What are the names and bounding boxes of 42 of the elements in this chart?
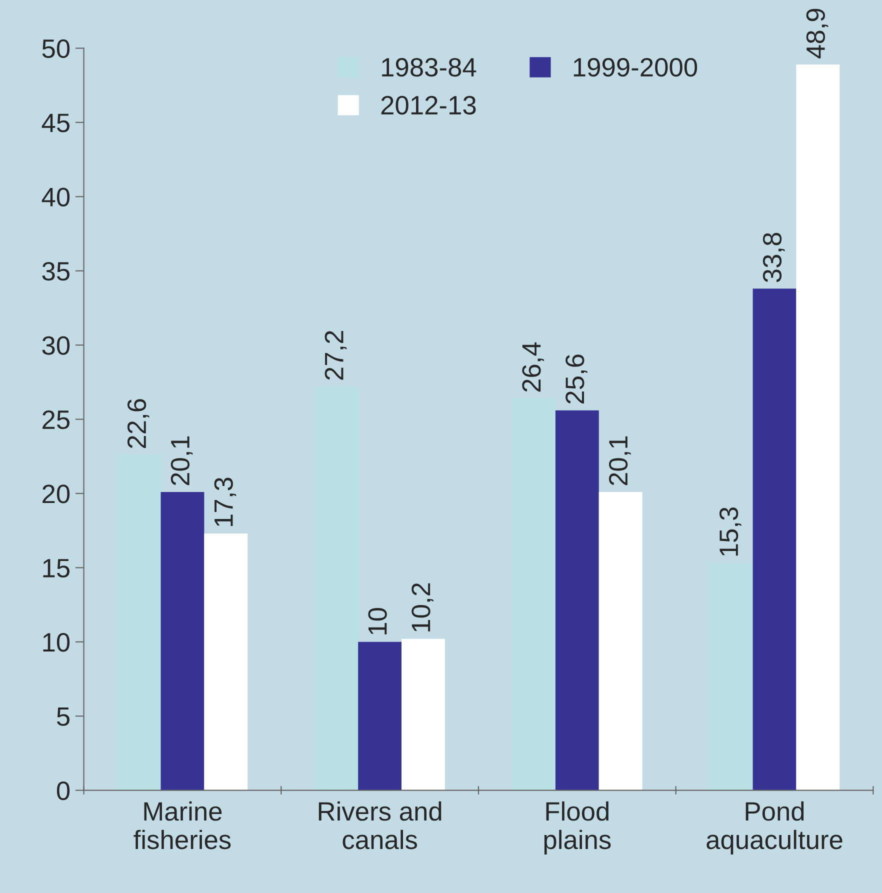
x-tick-label: Rivers and canals	[318, 801, 442, 850]
x-tick-label: Marine fisheries	[134, 801, 231, 850]
x-tick-label: Pond aquaculture	[706, 801, 842, 854]
bar	[204, 534, 248, 790]
y-tick-label: 15	[43, 559, 70, 578]
y-tick-label: 45	[42, 114, 70, 132]
y-tick-label: 40	[42, 188, 70, 206]
x-tick-label: Flood plains	[544, 801, 611, 854]
bar	[512, 398, 556, 790]
data-label: 25,6	[566, 354, 588, 404]
y-tick-label: 50	[42, 39, 70, 58]
data-label: 22,6	[127, 399, 150, 448]
bar	[752, 288, 796, 790]
data-label: 17,3	[214, 478, 236, 526]
data-label: 20,1	[170, 436, 193, 486]
y-tick-label: 20	[42, 484, 70, 504]
y-tick-label: 0	[56, 781, 70, 800]
legend-label: 1999-2000	[574, 58, 698, 77]
bar	[555, 410, 599, 790]
bar	[160, 492, 204, 790]
data-label: 27,2	[324, 331, 347, 380]
bar	[709, 563, 753, 790]
y-tick-label: 5	[56, 708, 70, 726]
y-tick-label: 10	[43, 633, 70, 652]
bar	[117, 454, 161, 790]
legend-label: 2012-13	[381, 96, 476, 115]
y-tick-label: 35	[42, 262, 70, 281]
y-tick-label: 25	[42, 410, 70, 430]
y-tick-label: 30	[42, 336, 70, 355]
data-label: 10,2	[412, 583, 434, 632]
data-label: 15,3	[719, 507, 742, 556]
data-label: 33,8	[762, 232, 785, 282]
legend-label: 1983-84	[382, 58, 476, 77]
data-label: 48,9	[806, 8, 828, 58]
data-label: 10	[368, 608, 387, 634]
bar	[314, 386, 358, 790]
bar	[358, 642, 402, 790]
bar	[598, 492, 642, 790]
data-label: 26,4	[522, 342, 544, 392]
data-label: 20,1	[608, 436, 631, 486]
bar	[796, 64, 840, 790]
bar	[402, 638, 445, 790]
